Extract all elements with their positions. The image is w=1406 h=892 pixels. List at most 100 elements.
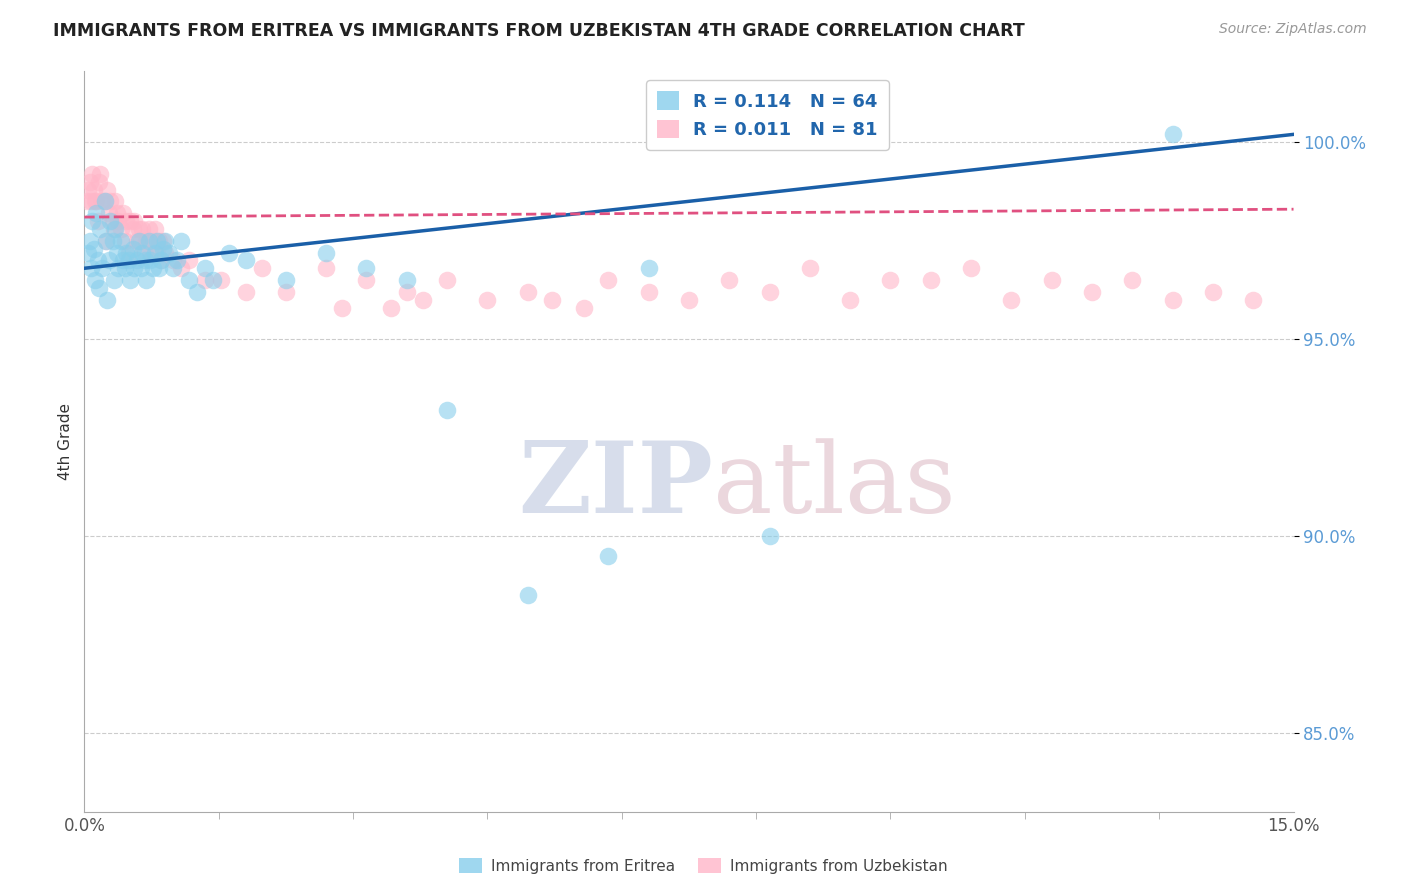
Point bbox=[1161, 128, 1184, 142]
Point bbox=[516, 285, 538, 299]
Point bbox=[598, 549, 620, 563]
Point bbox=[110, 234, 132, 248]
Point bbox=[315, 245, 337, 260]
Point bbox=[89, 222, 111, 236]
Point bbox=[235, 253, 257, 268]
Point bbox=[87, 214, 110, 228]
Point bbox=[186, 285, 208, 299]
Point bbox=[94, 234, 117, 248]
Point bbox=[112, 253, 135, 268]
Point bbox=[87, 281, 110, 295]
Y-axis label: 4th Grade: 4th Grade bbox=[58, 403, 73, 480]
Point bbox=[125, 234, 148, 248]
Point bbox=[139, 253, 162, 268]
Text: IMMIGRANTS FROM ERITREA VS IMMIGRANTS FROM UZBEKISTAN 4TH GRADE CORRELATION CHAR: IMMIGRANTS FROM ERITREA VS IMMIGRANTS FR… bbox=[53, 22, 1025, 40]
Point bbox=[235, 285, 257, 299]
Point bbox=[412, 293, 434, 307]
Point bbox=[356, 261, 378, 276]
Point bbox=[89, 167, 111, 181]
Point bbox=[879, 273, 901, 287]
Point bbox=[83, 242, 105, 256]
Point bbox=[920, 273, 942, 287]
Point bbox=[1161, 293, 1184, 307]
Point bbox=[118, 245, 141, 260]
Point bbox=[121, 222, 143, 236]
Point bbox=[170, 234, 193, 248]
Point bbox=[129, 261, 152, 276]
Legend: Immigrants from Eritrea, Immigrants from Uzbekistan: Immigrants from Eritrea, Immigrants from… bbox=[453, 852, 953, 880]
Legend: R = 0.114   N = 64, R = 0.011   N = 81: R = 0.114 N = 64, R = 0.011 N = 81 bbox=[647, 80, 889, 150]
Point bbox=[128, 234, 150, 248]
Text: Source: ZipAtlas.com: Source: ZipAtlas.com bbox=[1219, 22, 1367, 37]
Point bbox=[97, 206, 120, 220]
Point bbox=[274, 273, 297, 287]
Point bbox=[146, 234, 169, 248]
Point bbox=[395, 273, 418, 287]
Point bbox=[86, 206, 108, 220]
Point bbox=[380, 301, 402, 315]
Point bbox=[131, 245, 153, 260]
Point bbox=[436, 273, 458, 287]
Point bbox=[94, 234, 117, 248]
Point bbox=[80, 194, 103, 209]
Point bbox=[142, 234, 165, 248]
Point bbox=[98, 194, 121, 209]
Point bbox=[120, 273, 142, 287]
Point bbox=[134, 253, 156, 268]
Point bbox=[149, 253, 172, 268]
Point bbox=[1081, 285, 1104, 299]
Point bbox=[112, 206, 135, 220]
Point bbox=[839, 293, 862, 307]
Point bbox=[1241, 293, 1264, 307]
Point bbox=[170, 261, 193, 276]
Point bbox=[91, 194, 114, 209]
Point bbox=[637, 285, 659, 299]
Point bbox=[194, 273, 217, 287]
Point bbox=[83, 182, 105, 196]
Point bbox=[152, 242, 174, 256]
Point bbox=[148, 261, 170, 276]
Point bbox=[162, 253, 184, 268]
Point bbox=[105, 206, 128, 220]
Point bbox=[1121, 273, 1143, 287]
Point bbox=[77, 182, 100, 196]
Point bbox=[93, 194, 115, 209]
Point bbox=[356, 273, 378, 287]
Text: ZIP: ZIP bbox=[519, 437, 713, 534]
Point bbox=[315, 261, 337, 276]
Point bbox=[86, 194, 108, 209]
Point bbox=[166, 253, 188, 268]
Point bbox=[76, 194, 98, 209]
Point bbox=[83, 273, 105, 287]
Point bbox=[135, 273, 157, 287]
Point bbox=[250, 261, 273, 276]
Point bbox=[129, 234, 152, 248]
Point bbox=[121, 242, 143, 256]
Point bbox=[124, 261, 146, 276]
Point bbox=[162, 261, 184, 276]
Point bbox=[120, 214, 142, 228]
Point bbox=[104, 222, 127, 236]
Point bbox=[101, 214, 124, 228]
Point bbox=[153, 245, 176, 260]
Point bbox=[87, 253, 110, 268]
Point bbox=[477, 293, 499, 307]
Point bbox=[131, 222, 153, 236]
Point bbox=[436, 403, 458, 417]
Point bbox=[82, 167, 104, 181]
Point bbox=[118, 253, 141, 268]
Point bbox=[143, 222, 166, 236]
Point bbox=[114, 234, 136, 248]
Point bbox=[87, 175, 110, 189]
Point bbox=[77, 245, 100, 260]
Point bbox=[114, 261, 136, 276]
Point bbox=[179, 273, 201, 287]
Point bbox=[758, 285, 780, 299]
Point bbox=[124, 214, 146, 228]
Point bbox=[1000, 293, 1022, 307]
Point bbox=[157, 245, 180, 260]
Point bbox=[148, 234, 170, 248]
Point bbox=[115, 214, 138, 228]
Point bbox=[202, 273, 225, 287]
Text: atlas: atlas bbox=[713, 438, 956, 533]
